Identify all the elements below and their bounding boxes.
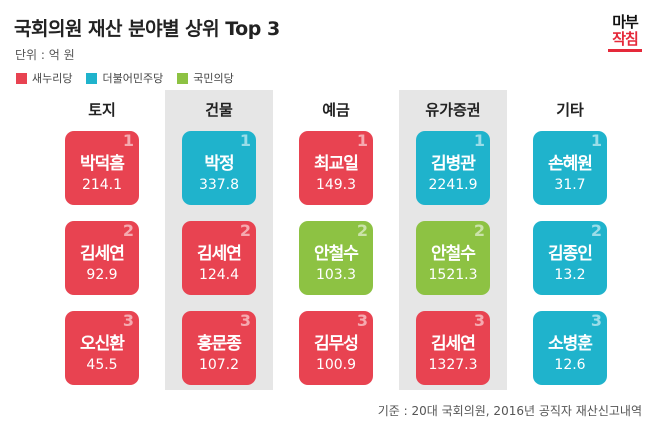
asset-value: 1327.3 [428, 357, 478, 373]
legend-swatch [177, 72, 189, 84]
rank-number: 1 [356, 131, 368, 150]
legend: 새누리당 더불어민주당 국민의당 [16, 70, 234, 86]
asset-value: 107.2 [198, 357, 240, 373]
rank-number: 1 [590, 131, 602, 150]
member-name: 안철수 [314, 244, 359, 264]
member-name: 김세연 [197, 244, 242, 264]
ranking-card: 2 김종인 13.2 [533, 221, 607, 295]
rank-number: 3 [473, 311, 485, 330]
ranking-card: 3 오신환 45.5 [65, 311, 139, 385]
asset-value: 45.5 [86, 357, 118, 373]
member-name: 소병훈 [548, 334, 593, 354]
member-name: 안철수 [431, 244, 476, 264]
asset-value: 100.9 [315, 357, 357, 373]
member-name: 홍문종 [197, 334, 242, 354]
member-name: 박정 [204, 154, 234, 174]
logo-line-1: 마부 [612, 13, 639, 31]
brand-logo: 마부 작침 [606, 14, 644, 52]
member-name: 오신환 [80, 334, 125, 354]
rank-number: 3 [122, 311, 134, 330]
ranking-card: 1 손혜원 31.7 [533, 131, 607, 205]
legend-item: 더불어민주당 [86, 70, 163, 86]
asset-value: 13.2 [554, 267, 586, 283]
chart-title: 국회의원 재산 분야별 상위 Top 3 [14, 18, 280, 40]
category-header: 예금 [322, 101, 350, 119]
ranking-card: 1 김병관 2241.9 [416, 131, 490, 205]
rank-number: 1 [239, 131, 251, 150]
asset-value: 2241.9 [428, 177, 478, 193]
ranking-card: 1 박정 337.8 [182, 131, 256, 205]
asset-value: 12.6 [554, 357, 586, 373]
ranking-card: 1 최교일 149.3 [299, 131, 373, 205]
asset-value: 337.8 [198, 177, 240, 193]
asset-value: 124.4 [198, 267, 240, 283]
rank-number: 2 [122, 221, 134, 240]
member-name: 박덕흠 [80, 154, 125, 174]
logo-line-2: 작침 [612, 30, 639, 48]
logo-underline [608, 49, 642, 52]
ranking-card: 3 김무성 100.9 [299, 311, 373, 385]
member-name: 김병관 [431, 154, 476, 174]
asset-value: 92.9 [86, 267, 118, 283]
rank-number: 2 [590, 221, 602, 240]
rank-number: 2 [473, 221, 485, 240]
member-name: 최교일 [314, 154, 359, 174]
rank-number: 1 [473, 131, 485, 150]
member-name: 김세연 [431, 334, 476, 354]
rank-number: 2 [356, 221, 368, 240]
legend-swatch [86, 72, 98, 84]
category-header: 유가증권 [425, 101, 481, 119]
ranking-card: 1 박덕흠 214.1 [65, 131, 139, 205]
legend-item: 새누리당 [16, 70, 72, 86]
rank-number: 1 [122, 131, 134, 150]
ranking-card: 2 김세연 124.4 [182, 221, 256, 295]
legend-item: 국민의당 [177, 70, 234, 86]
legend-label: 새누리당 [32, 72, 73, 85]
source-note: 기준 : 20대 국회의원, 2016년 공직자 재산신고내역 [377, 404, 642, 418]
member-name: 김종인 [548, 244, 593, 264]
legend-label: 더불어민주당 [102, 72, 164, 85]
rank-number: 3 [590, 311, 602, 330]
category-header: 건물 [205, 101, 233, 119]
category-header: 기타 [556, 101, 584, 119]
member-name: 손혜원 [548, 154, 593, 174]
asset-value: 1521.3 [428, 267, 478, 283]
category-header: 토지 [88, 101, 116, 119]
asset-value: 149.3 [315, 177, 357, 193]
legend-label: 국민의당 [193, 72, 234, 85]
asset-value: 214.1 [81, 177, 123, 193]
member-name: 김무성 [314, 334, 359, 354]
legend-swatch [16, 72, 27, 84]
ranking-card: 3 소병훈 12.6 [533, 311, 607, 385]
asset-value: 103.3 [315, 267, 357, 283]
ranking-card: 2 안철수 103.3 [299, 221, 373, 295]
ranking-card: 3 김세연 1327.3 [416, 311, 490, 385]
ranking-card: 2 김세연 92.9 [65, 221, 139, 295]
unit-label: 단위 : 억 원 [15, 48, 75, 62]
rank-number: 3 [239, 311, 251, 330]
rank-number: 3 [356, 311, 368, 330]
asset-value: 31.7 [554, 177, 586, 193]
ranking-card: 2 안철수 1521.3 [416, 221, 490, 295]
ranking-card: 3 홍문종 107.2 [182, 311, 256, 385]
rank-number: 2 [239, 221, 251, 240]
member-name: 김세연 [80, 244, 125, 264]
